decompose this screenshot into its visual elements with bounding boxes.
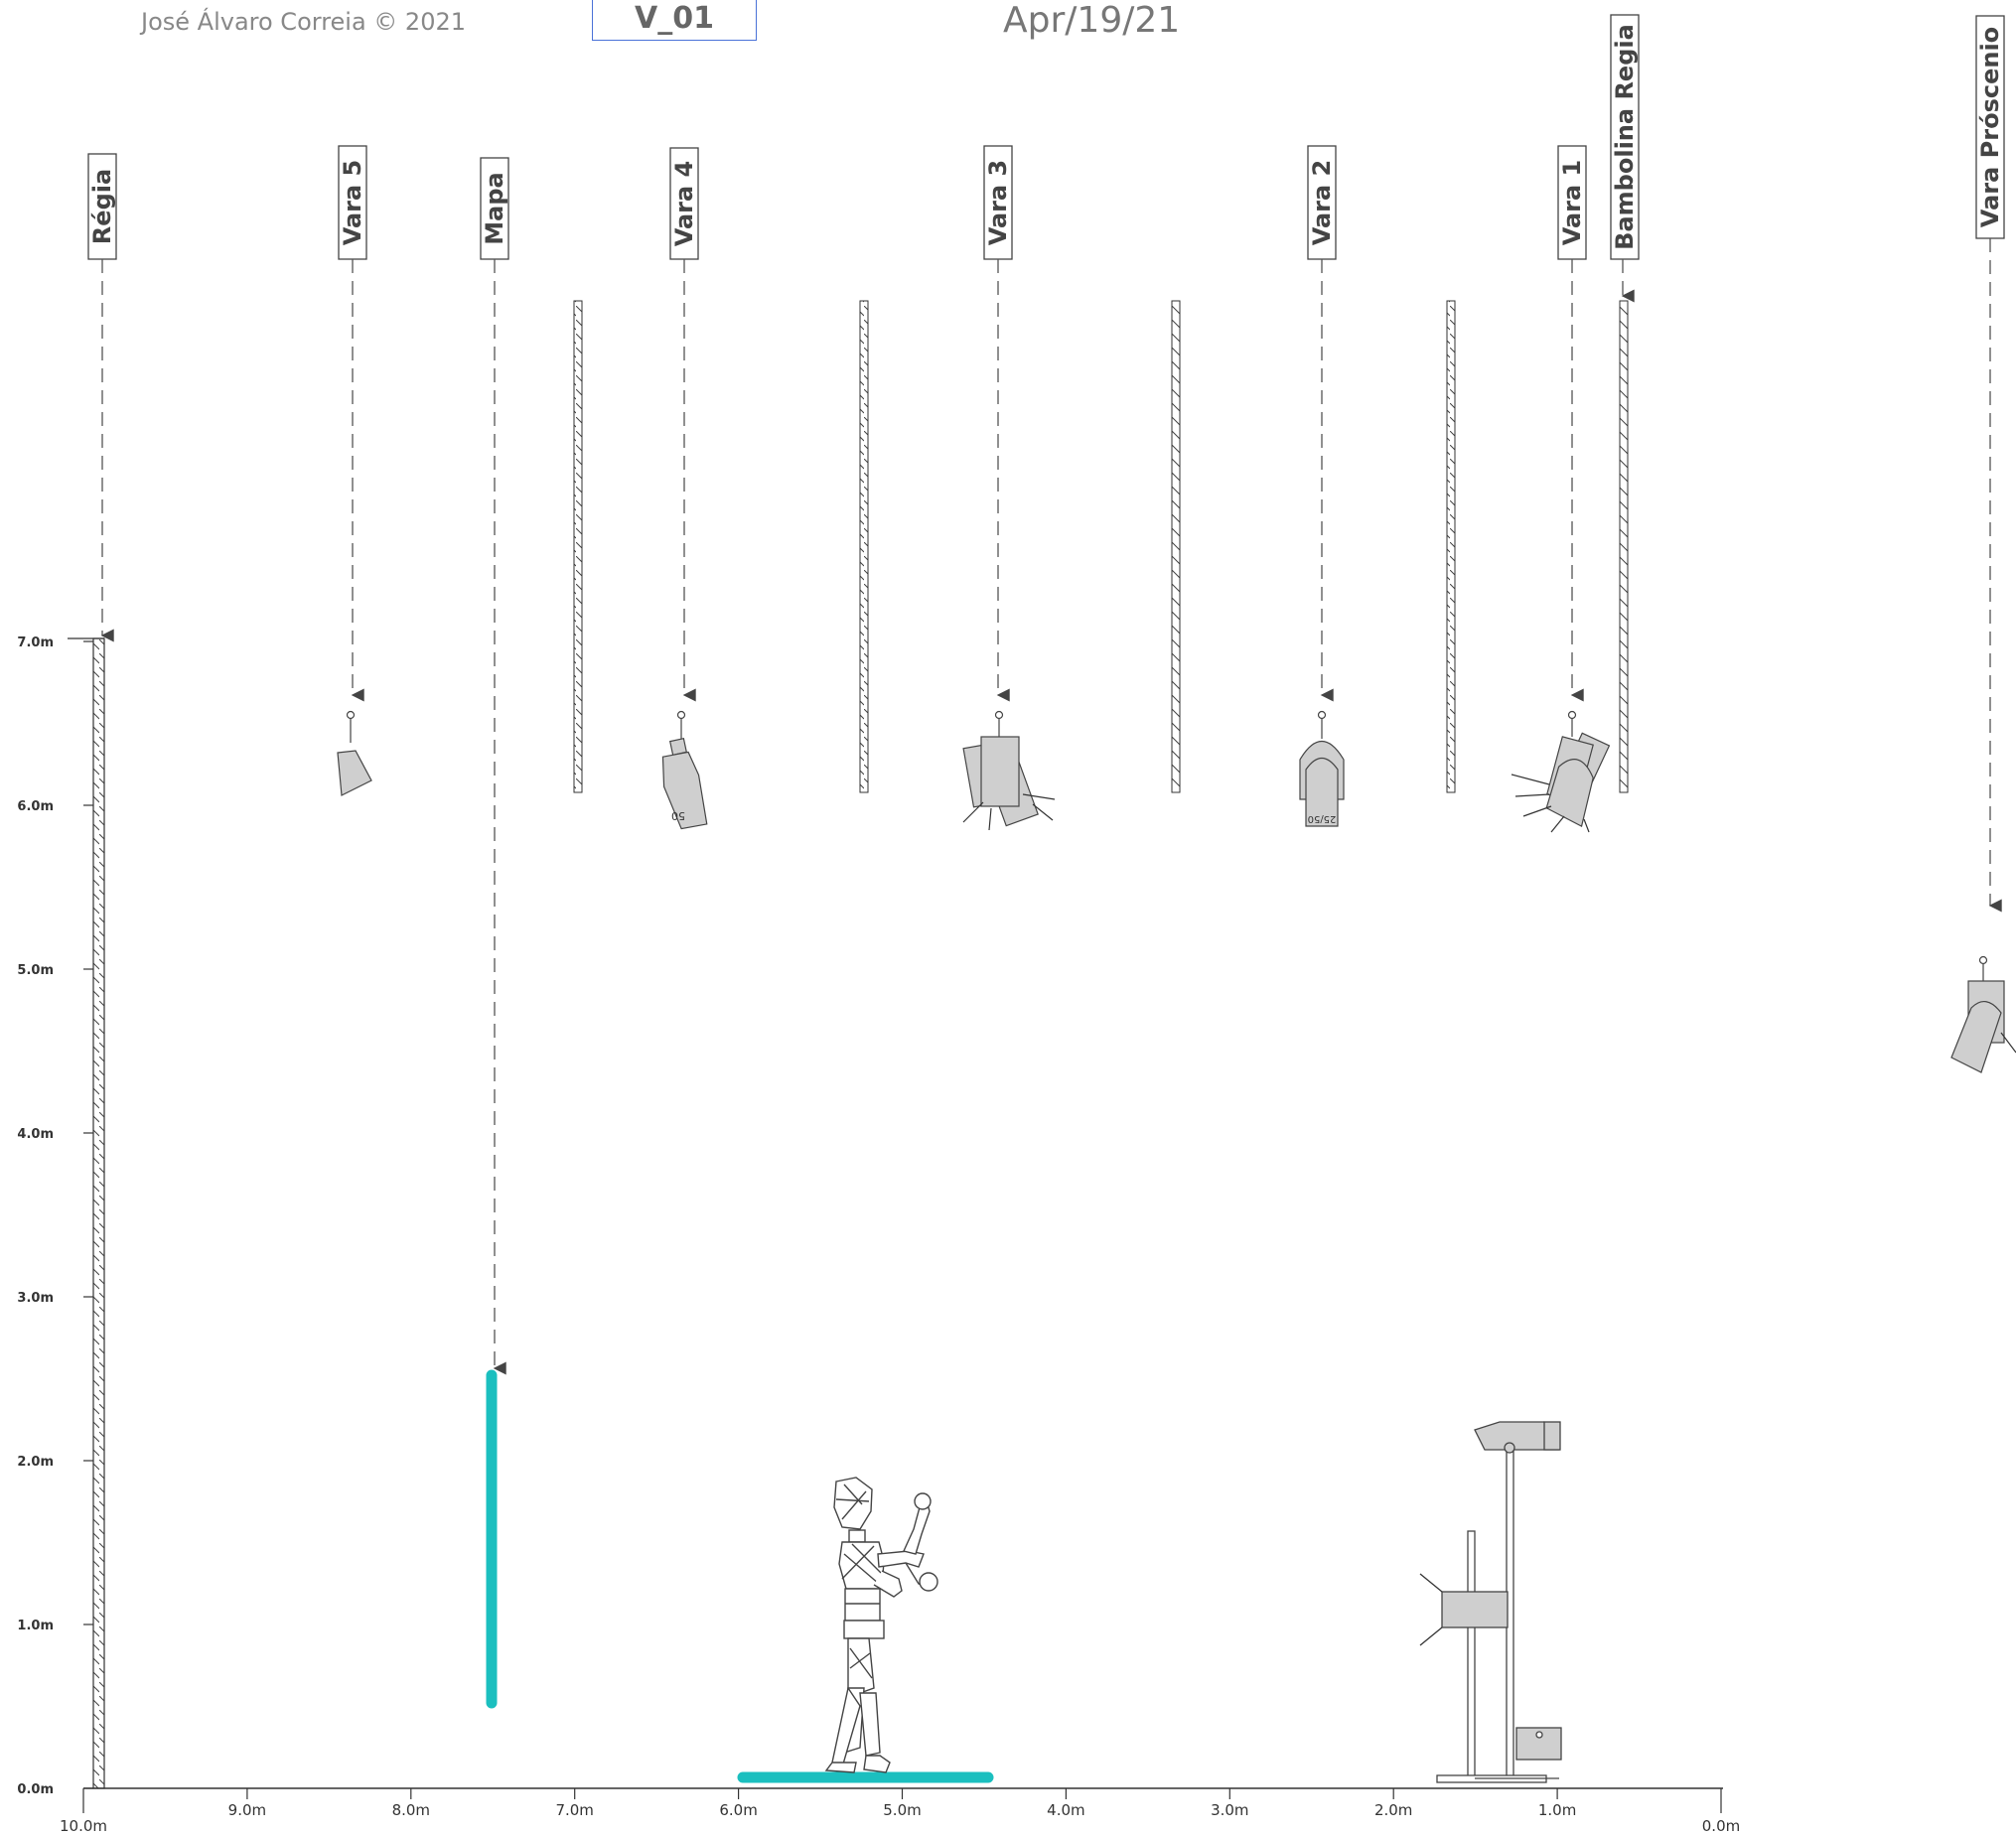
svg-text:50: 50 [671, 809, 685, 822]
x-tick: 5.0m [883, 1788, 922, 1819]
bar-label-regia[interactable]: Régia [87, 153, 117, 260]
y-tick-label: 0.0m [17, 1782, 54, 1797]
x-tick: 7.0m [555, 1788, 594, 1819]
y-tick: 6.0m [17, 799, 93, 814]
x-tick: 2.0m [1374, 1788, 1412, 1819]
y-tick-label: 1.0m [17, 1619, 54, 1633]
masking-leg [573, 300, 583, 793]
masking-leg [859, 300, 869, 793]
fixture-vara4[interactable]: 50 [660, 710, 708, 830]
svg-text:25/50: 25/50 [1308, 813, 1337, 824]
bar-label-vara5[interactable]: Vara 5 [338, 145, 367, 260]
bar-label-bambolina[interactable]: Bambolina Regia [1610, 14, 1640, 260]
x-tick-label: 2.0m [1374, 1801, 1412, 1819]
x-tick-label: 7.0m [555, 1801, 593, 1819]
drawing-date: Apr/19/21 [1003, 0, 1181, 41]
x-tick: 6.0m [719, 1788, 758, 1819]
fixture-vara5[interactable] [337, 710, 372, 796]
y-tick-label: 2.0m [17, 1455, 54, 1470]
y-tick: 7.0m [17, 635, 93, 650]
version-tab[interactable]: V_01 [592, 0, 757, 41]
y-tick: 5.0m [17, 963, 93, 978]
fixture-vara3[interactable] [962, 710, 1056, 831]
y-tick-label: 4.0m [17, 1127, 54, 1142]
masking-leg [1619, 300, 1629, 793]
regia-wall [92, 637, 105, 1789]
bar-label-text: Vara 4 [670, 161, 698, 247]
y-tick: 1.0m [17, 1619, 93, 1633]
bar-label-text: Vara 2 [1308, 160, 1336, 246]
x-tick-label: 9.0m [228, 1801, 266, 1819]
bar-label-text: Bambolina Regia [1611, 24, 1639, 250]
y-tick-label: 5.0m [17, 963, 54, 978]
x-tick-label: 3.0m [1211, 1801, 1248, 1819]
y-tick: 2.0m [17, 1455, 93, 1470]
x-tick: 9.0m [228, 1788, 266, 1819]
bar-label-text: Vara 3 [984, 160, 1012, 246]
bar-label-vara3[interactable]: Vara 3 [983, 145, 1013, 260]
bar-label-vara2[interactable]: Vara 2 [1307, 145, 1337, 260]
x-tick: 10.0m [60, 1788, 107, 1835]
y-tick-label: 6.0m [17, 799, 54, 814]
y-tick-label: 3.0m [17, 1291, 54, 1306]
bar-label-text: Vara 1 [1558, 160, 1586, 246]
x-tick: 0.0m [1702, 1788, 1740, 1835]
masking-leg [1171, 300, 1181, 793]
bar-label-text: Régia [88, 169, 116, 244]
x-tick-label: 5.0m [883, 1801, 921, 1819]
bar-label-text: Vara Próscenio [1976, 27, 2004, 227]
x-tick: 8.0m [392, 1788, 430, 1819]
bar-label-text: Vara 5 [339, 160, 366, 246]
masking-leg [1446, 300, 1456, 793]
bar-label-proscenio[interactable]: Vara Próscenio [1975, 15, 2005, 239]
bar-label-vara4[interactable]: Vara 4 [669, 147, 699, 260]
x-tick-label: 8.0m [392, 1801, 430, 1819]
bar-label-vara1[interactable]: Vara 1 [1557, 145, 1587, 260]
fixture-proscenio[interactable] [1950, 955, 2016, 1073]
x-tick-label: 0.0m [1702, 1817, 1740, 1835]
bar-label-text: Mapa [481, 172, 508, 244]
y-tick: 4.0m [17, 1127, 93, 1142]
x-tick: 4.0m [1047, 1788, 1085, 1819]
y-tick-label: 7.0m [17, 635, 54, 650]
x-tick: 3.0m [1211, 1788, 1249, 1819]
x-tick-label: 4.0m [1047, 1801, 1084, 1819]
x-tick: 1.0m [1538, 1788, 1576, 1819]
floor-light-stand [1419, 1421, 1562, 1783]
y-tick: 0.0m [17, 1782, 93, 1797]
x-tick-label: 6.0m [719, 1801, 757, 1819]
mannequin-figure [824, 1477, 938, 1773]
fixture-vara2[interactable]: 25/50 [1299, 710, 1345, 827]
x-tick-label: 10.0m [60, 1817, 107, 1835]
bar-label-mapa[interactable]: Mapa [480, 157, 509, 260]
fixture-vara1[interactable] [1511, 710, 1611, 833]
x-tick-label: 1.0m [1538, 1801, 1576, 1819]
y-tick: 3.0m [17, 1291, 93, 1306]
author-credit: José Álvaro Correia © 2021 [141, 8, 467, 36]
